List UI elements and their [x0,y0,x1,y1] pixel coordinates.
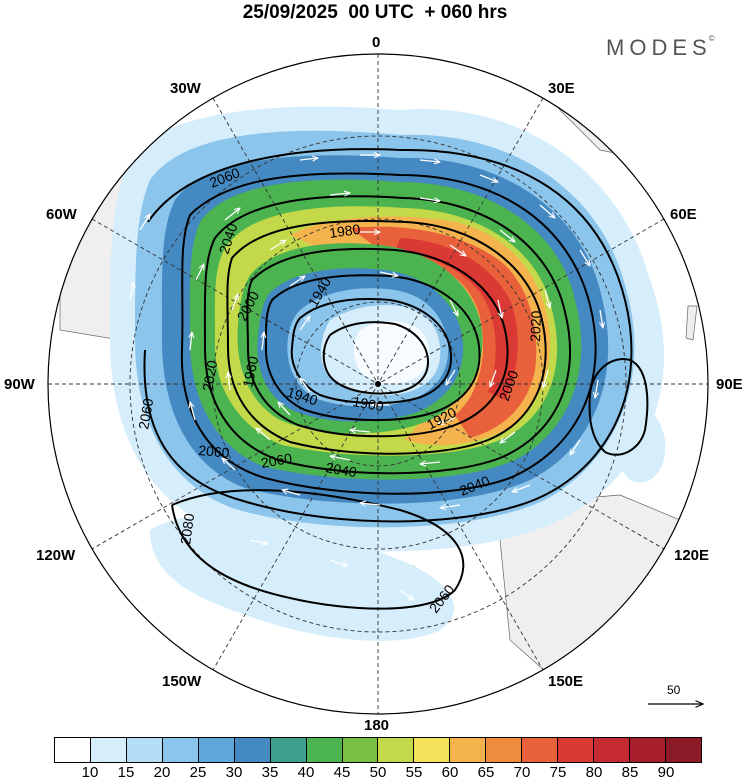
colorbar-swatch [450,738,487,762]
contour-label: 2060 [198,442,231,461]
south-pole-marker [375,381,381,387]
colorbar-label: 10 [81,764,99,781]
lon-label-90w: 90W [4,376,35,393]
colorbar-label: 80 [585,764,603,781]
lon-label-60e: 60E [670,206,697,223]
colorbar-swatch [558,738,595,762]
colorbar-label: 15 [117,764,135,781]
colorbar-label: 20 [153,764,171,781]
contour-label: 2080 [177,512,197,545]
contour-label: 2020 [199,359,220,393]
contour-label: 2040 [324,459,358,480]
colorbar-label: 85 [621,764,639,781]
colorbar-swatch [342,738,379,762]
contour-label: 2020 [527,310,544,342]
height-contours [143,148,649,610]
colorbar-swatch [234,738,271,762]
colorbar-swatch [378,738,415,762]
modes-logo: MODES© [606,34,715,61]
colorbar-swatch [414,738,451,762]
contour-label: 2060 [135,397,156,431]
lon-label-150w: 150W [162,673,202,690]
map-border [47,53,709,715]
colorbar-label: 60 [441,764,459,781]
colorbar-swatch [55,738,91,762]
colorbar-label: 65 [477,764,495,781]
contour-label: 1960 [239,355,261,389]
forecast-title: 25/09/2025 00 UTC + 060 hrs [242,2,508,23]
lon-label-30w: 30W [170,80,201,97]
colorbar-label: 40 [297,764,315,781]
colorbar-swatch [486,738,523,762]
colorbar-swatch [162,738,199,762]
colorbar-label: 35 [261,764,279,781]
madagascar [685,305,698,341]
contour-label: 1900 [351,393,385,414]
lon-label-30e: 30E [548,80,575,97]
wind-vectors [129,155,632,600]
lon-label-0: 0 [372,34,381,51]
lon-label-120e: 120E [674,547,710,564]
colorbar-label: 50 [369,764,387,781]
colorbar-label: 45 [333,764,351,781]
colorbar-label: 55 [405,764,423,781]
lon-label-180: 180 [364,717,390,734]
colorbar-swatch [126,738,163,762]
contour-label: 1980 [328,221,361,241]
copyright-mark: © [708,34,715,43]
colorbar-swatch [594,738,630,762]
lon-label-90e: 90E [716,376,743,393]
lon-label-60w: 60W [46,206,77,223]
lon-label-150e: 150E [548,673,584,690]
colorbar-swatch [306,738,343,762]
wind-speed-colorbar [54,737,702,763]
vector-scale-label: 50 [667,683,681,697]
lon-label-120w: 120W [36,547,76,564]
colorbar-swatch [198,738,235,762]
contour-label: 2060 [260,450,294,471]
colorbar-swatch [270,738,307,762]
colorbar-label: 75 [549,764,567,781]
brand-name: MODES [606,35,712,60]
colorbar-label: 25 [189,764,207,781]
colorbar-label: 70 [513,764,531,781]
colorbar-label: 30 [225,764,243,781]
colorbar-swatch [630,738,666,762]
colorbar-swatch [90,738,127,762]
colorbar-label: 90 [657,764,675,781]
colorbar-swatch [522,738,559,762]
colorbar-swatch [665,738,701,762]
